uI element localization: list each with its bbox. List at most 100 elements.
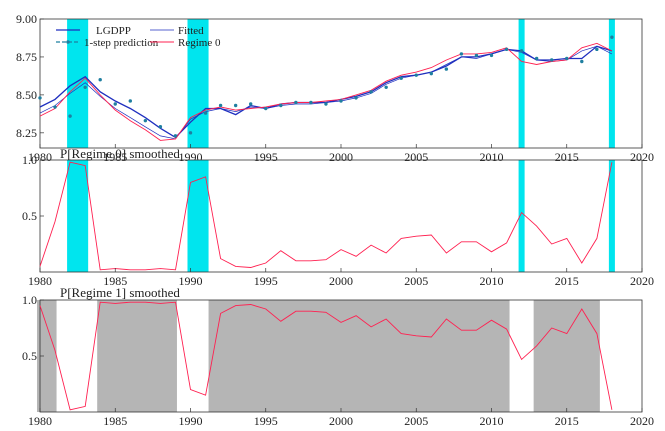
xtick-label-2020: 2020 xyxy=(630,274,654,288)
panel-regime0-prob-title: P[Regime 0] smoothed xyxy=(60,146,180,161)
xtick-label-1995: 1995 xyxy=(254,414,278,428)
series-line-lgdpp xyxy=(39,45,613,139)
prediction-point xyxy=(474,53,479,58)
shade-band-3 xyxy=(533,300,600,412)
legend-label-fitted: Fitted xyxy=(178,25,204,37)
prediction-point xyxy=(309,100,313,105)
panel-regime0-prob-lines xyxy=(39,161,613,271)
xtick-label-2000: 2000 xyxy=(329,414,353,428)
prediction-point xyxy=(98,78,102,82)
panel-regime0-prob: 1980 1985 1990 1995 2000 2005 2010 2015 2020 0.5… xyxy=(22,146,654,288)
prediction-point xyxy=(53,105,57,109)
prediction-point xyxy=(384,85,388,89)
shade-band-0 xyxy=(67,19,89,148)
prediction-point xyxy=(369,90,373,94)
prediction-point xyxy=(143,118,148,123)
xtick-label-2015: 2015 xyxy=(555,274,579,288)
ytick-label-1.0: 1.0 xyxy=(22,293,37,307)
ytick-label-0.5: 0.5 xyxy=(22,209,37,223)
regime1-prob-shading xyxy=(36,300,600,412)
prediction-point xyxy=(324,102,328,106)
prediction-point xyxy=(339,99,343,103)
prediction-point xyxy=(264,106,268,111)
xtick-label-1995: 1995 xyxy=(254,150,278,164)
prediction-point xyxy=(173,134,178,138)
prediction-point xyxy=(444,67,449,71)
xtick-label-1995: 1995 xyxy=(254,274,278,288)
ytick-label-8.25: 8.25 xyxy=(16,126,37,140)
prediction-point xyxy=(188,131,193,135)
shade-band-1 xyxy=(97,300,177,412)
xtick-label-1990: 1990 xyxy=(179,414,203,428)
panel-regime1-prob-yticks: 0.5 1.0 xyxy=(22,293,44,363)
shade-band-0 xyxy=(67,160,89,272)
prediction-point xyxy=(203,111,208,115)
prediction-point xyxy=(113,102,117,106)
prediction-point xyxy=(519,49,524,53)
prediction-point xyxy=(610,35,614,39)
prediction-point xyxy=(399,76,403,80)
ytick-label-8.75: 8.75 xyxy=(16,50,37,64)
prediction-point xyxy=(249,102,253,106)
xtick-label-1985: 1985 xyxy=(103,150,127,164)
xtick-label-2010: 2010 xyxy=(480,150,504,164)
legend-label-regime0: Regime 0 xyxy=(178,37,221,49)
xtick-label-2020: 2020 xyxy=(630,414,654,428)
prediction-point xyxy=(534,56,539,61)
prediction-point xyxy=(233,103,238,108)
legend-label-prediction: 1-step prediction xyxy=(84,37,159,49)
shade-band-1 xyxy=(187,160,209,272)
prediction-point xyxy=(83,85,87,89)
prediction-point xyxy=(218,103,223,108)
ytick-label-8.50: 8.50 xyxy=(16,88,37,102)
prediction-point xyxy=(429,71,433,76)
legend-label-lgdpp: LGDPP xyxy=(96,25,131,37)
ytick-label-9.00: 9.00 xyxy=(16,12,37,26)
shade-band-2 xyxy=(518,19,525,148)
regime0-prob-shading xyxy=(67,160,615,272)
regime0-shading xyxy=(67,19,615,148)
xtick-label-2010: 2010 xyxy=(480,274,504,288)
xtick-label-2005: 2005 xyxy=(404,150,428,164)
prediction-point xyxy=(279,103,283,108)
prediction-point xyxy=(489,53,494,58)
panel-lgdpp: 1980 1985 1990 1995 2000 2005 2010 2015 2020 8.2… xyxy=(16,12,654,164)
shade-band-2 xyxy=(518,160,525,272)
prediction-point xyxy=(595,47,599,52)
xtick-label-1980: 1980 xyxy=(28,414,52,428)
xtick-label-2015: 2015 xyxy=(555,414,579,428)
series-line-fitted xyxy=(39,45,613,140)
panel-regime0-prob-xticks: 1980 1985 1990 1995 2000 2005 2010 2015 2020 xyxy=(28,268,654,288)
panel-regime1-prob-lines xyxy=(39,301,613,411)
panel-regime0-prob-frame xyxy=(39,159,643,273)
prediction-point xyxy=(158,125,163,129)
shade-band-3 xyxy=(608,19,615,148)
ytick-label-0.5: 0.5 xyxy=(22,349,37,363)
panel-lgdpp-lines xyxy=(39,42,613,141)
xtick-label-1980: 1980 xyxy=(28,274,52,288)
legend: LGDPP Fitted 1-step prediction Regime 0 xyxy=(56,25,221,49)
xtick-label-2010: 2010 xyxy=(480,414,504,428)
prediction-point xyxy=(68,114,72,118)
shade-band-2 xyxy=(208,300,510,412)
prediction-point xyxy=(128,99,132,103)
prediction-point xyxy=(580,59,584,64)
panel-regime1-prob: 1980 1985 1990 1995 2000 2005 2010 2015 2020 0.5… xyxy=(22,285,654,428)
shade-band-1 xyxy=(187,19,209,148)
xtick-label-2005: 2005 xyxy=(404,274,428,288)
panel-lgdpp-xticks: 1980 1985 1990 1995 2000 2005 2010 2015 2020 xyxy=(28,144,654,164)
xtick-label-1980: 1980 xyxy=(28,150,52,164)
prediction-point xyxy=(38,96,42,100)
series-line-p3 xyxy=(39,301,613,411)
panel-regime1-prob-xticks: 1980 1985 1990 1995 2000 2005 2010 2015 2020 xyxy=(28,408,654,428)
prediction-point xyxy=(414,73,418,77)
prediction-point xyxy=(565,56,569,61)
prediction-point xyxy=(294,100,298,105)
xtick-label-1990: 1990 xyxy=(179,274,203,288)
xtick-label-1985: 1985 xyxy=(103,414,127,428)
xtick-label-2000: 2000 xyxy=(329,150,353,164)
panel-regime0-prob-yticks: 0.5 1.0 xyxy=(22,153,44,223)
panel-lgdpp-yticks: 8.25 8.50 8.75 9.00 xyxy=(16,12,44,140)
ytick-label-1.0: 1.0 xyxy=(22,153,37,167)
